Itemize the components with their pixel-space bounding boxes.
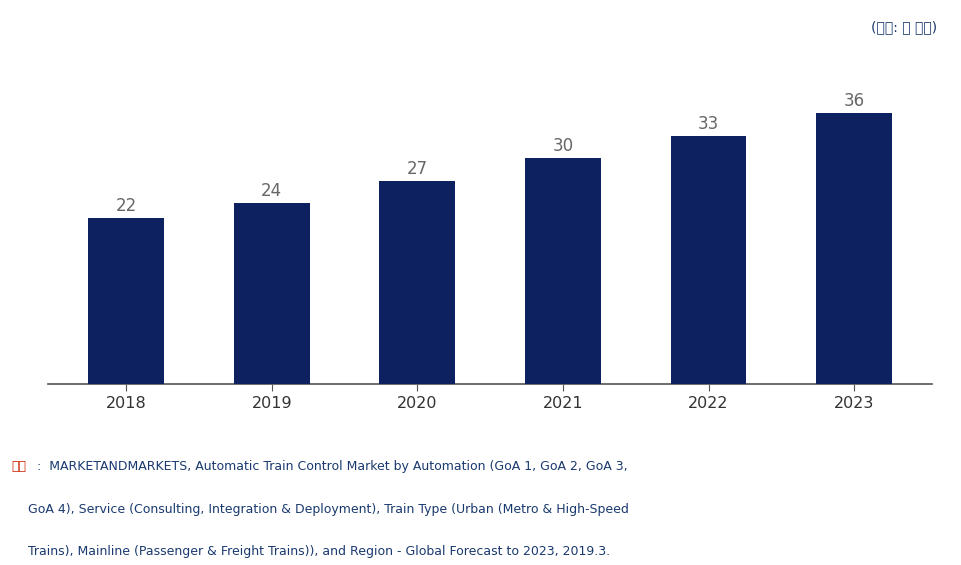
- Text: 자료: 자료: [12, 460, 27, 473]
- Text: 33: 33: [698, 115, 719, 133]
- Bar: [380, 181, 456, 384]
- Text: :  MARKETANDMARKETS, Automatic Train Control Market by Automation (GoA 1, GoA 2,: : MARKETANDMARKETS, Automatic Train Cont…: [37, 460, 628, 473]
- Bar: [88, 219, 164, 384]
- Text: 36: 36: [844, 92, 865, 110]
- Bar: [671, 136, 747, 384]
- Bar: [525, 158, 601, 384]
- Text: 22: 22: [115, 197, 136, 215]
- Text: GoA 4), Service (Consulting, Integration & Deployment), Train Type (Urban (Metro: GoA 4), Service (Consulting, Integration…: [12, 503, 628, 516]
- Text: Trains), Mainline (Passenger & Freight Trains)), and Region - Global Forecast to: Trains), Mainline (Passenger & Freight T…: [12, 545, 609, 558]
- Text: (단위: 억 달러): (단위: 억 달러): [871, 20, 937, 34]
- Text: 30: 30: [553, 137, 574, 155]
- Bar: [816, 113, 892, 384]
- Text: 27: 27: [407, 160, 428, 178]
- Text: 24: 24: [261, 182, 283, 201]
- Bar: [234, 203, 309, 384]
